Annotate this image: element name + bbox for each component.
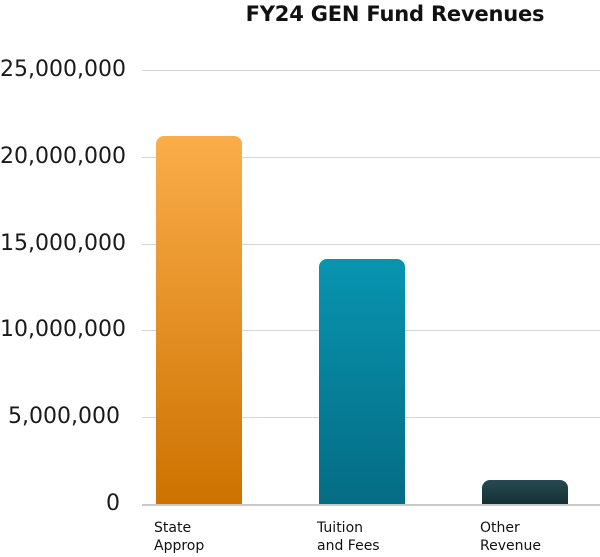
y-tick-label: 15,000,000 — [0, 231, 126, 256]
bar — [482, 480, 568, 504]
gridline — [142, 244, 600, 245]
y-tick-label: 10,000,000 — [0, 317, 126, 342]
chart-title: FY24 GEN Fund Revenues — [245, 2, 545, 26]
y-tick-label: 20,000,000 — [0, 144, 126, 169]
x-category-label: State Approp — [154, 520, 205, 554]
bar — [319, 259, 405, 504]
y-tick-label: 0 — [106, 491, 120, 516]
y-tick-label: 5,000,000 — [8, 404, 120, 429]
gridline — [142, 157, 600, 158]
gridline — [142, 70, 600, 71]
gridline — [142, 504, 600, 506]
x-category-label: Tuition and Fees — [317, 520, 380, 554]
bar — [156, 136, 242, 504]
x-category-label: Other Revenue — [480, 520, 541, 554]
y-tick-label: 25,000,000 — [0, 57, 126, 82]
